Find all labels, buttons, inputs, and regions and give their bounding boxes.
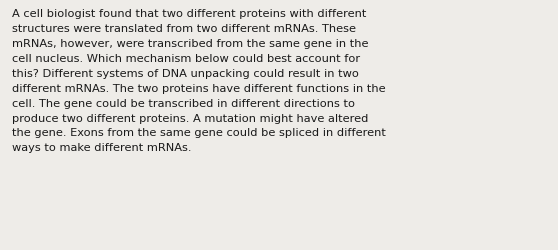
Text: A cell biologist found that two different proteins with different
structures wer: A cell biologist found that two differen… bbox=[12, 9, 386, 153]
